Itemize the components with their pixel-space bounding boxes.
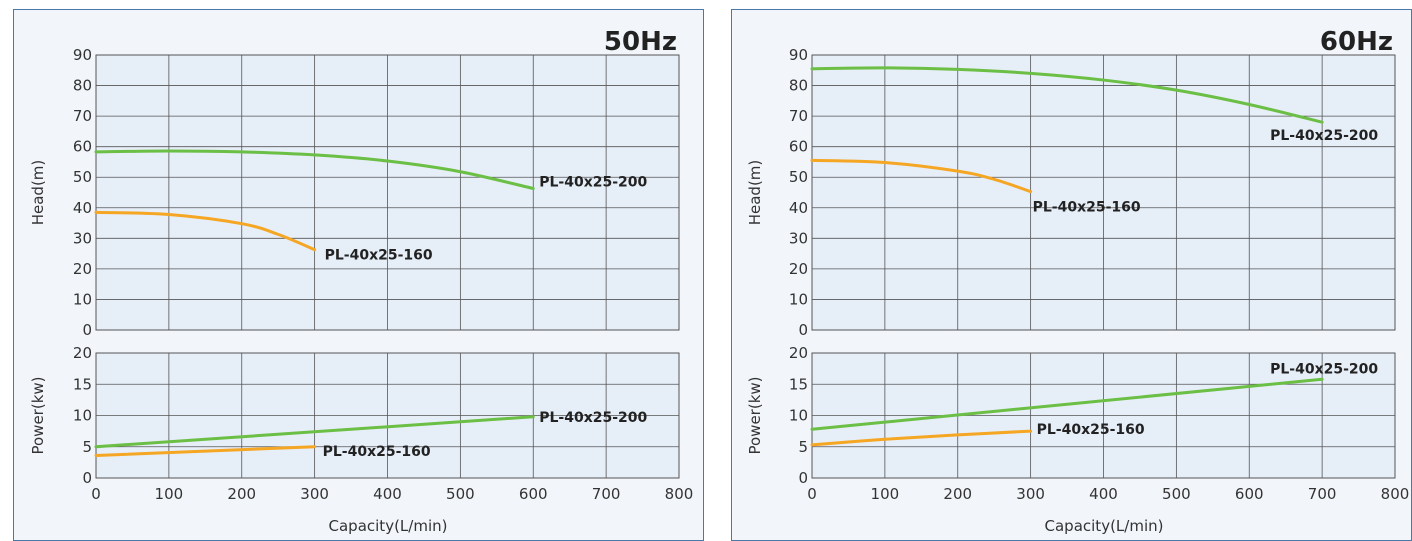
power-series-label: PL-40x25-160 [1037,422,1145,438]
x-tick-label: 400 [1089,485,1118,503]
head-y-tick-label: 30 [789,229,808,247]
power-y-tick-label: 10 [789,407,808,425]
head-y-axis-label: Head(m) [746,160,764,226]
x-tick-label: 500 [446,485,475,503]
power-y-tick-label: 0 [82,469,92,487]
head-series-label: PL-40x25-200 [539,175,647,191]
head-series-label: PL-40x25-160 [325,248,433,264]
power-series-line [94,415,535,449]
power-series-label: PL-40x25-200 [539,410,647,426]
head-y-tick-label: 70 [73,107,92,125]
head-y-tick-label: 60 [73,138,92,156]
x-tick-label: 800 [665,485,694,503]
power-y-tick-label: 5 [82,438,92,456]
x-tick-label: 0 [807,485,817,503]
power-y-tick-label: 15 [73,375,92,393]
head-y-tick-label: 80 [789,77,808,95]
head-series-label: PL-40x25-160 [1033,200,1141,216]
x-tick-label: 400 [373,485,402,503]
power-series-line [94,445,317,457]
x-tick-label: 600 [1235,485,1264,503]
head-y-tick-label: 0 [798,321,808,339]
power-y-tick-label: 0 [798,469,808,487]
power-y-tick-label: 5 [798,438,808,456]
x-tick-label: 700 [592,485,621,503]
head-y-tick-label: 50 [73,168,92,186]
x-tick-label: 800 [1381,485,1410,503]
x-tick-label: 200 [943,485,972,503]
head-y-tick-label: 0 [82,321,92,339]
power-y-tick-label: 15 [789,375,808,393]
head-y-tick-label: 40 [789,199,808,217]
head-series-line [94,210,317,252]
head-y-tick-label: 60 [789,138,808,156]
head-series-line [94,149,535,191]
head-y-tick-label: 20 [789,260,808,278]
x-tick-label: 0 [91,485,101,503]
power-y-tick-label: 20 [73,344,92,362]
x-tick-label: 500 [1162,485,1191,503]
head-y-tick-label: 20 [73,260,92,278]
head-y-axis-label: Head(m) [29,160,47,226]
x-tick-label: 600 [519,485,548,503]
head-y-tick-label: 90 [789,46,808,64]
x-tick-label: 100 [155,485,184,503]
power-series-line [810,377,1324,431]
head-y-tick-label: 10 [789,290,808,308]
x-tick-label: 200 [227,485,256,503]
x-axis-label: Capacity(L/min) [1045,517,1164,535]
x-axis-label: Capacity(L/min) [329,517,448,535]
chart-title: 60Hz [1320,27,1393,57]
x-tick-label: 100 [871,485,900,503]
power-y-axis-label: Power(kw) [746,376,764,454]
power-series-line [810,429,1033,447]
power-y-tick-label: 20 [789,344,808,362]
power-y-axis-label: Power(kw) [29,376,47,454]
head-series-line [810,158,1033,194]
head-y-tick-label: 10 [73,290,92,308]
x-tick-label: 700 [1308,485,1337,503]
head-y-tick-label: 30 [73,229,92,247]
power-series-label: PL-40x25-200 [1270,361,1378,377]
head-y-tick-label: 50 [789,168,808,186]
head-series-line [810,66,1324,124]
head-series-label: PL-40x25-200 [1270,128,1378,144]
head-y-tick-label: 40 [73,199,92,217]
x-tick-label: 300 [1016,485,1045,503]
power-y-tick-label: 10 [73,407,92,425]
head-y-tick-label: 70 [789,107,808,125]
power-series-label: PL-40x25-160 [323,444,431,460]
chart-title: 50Hz [604,27,677,57]
head-y-tick-label: 90 [73,46,92,64]
x-tick-label: 300 [300,485,329,503]
head-y-tick-label: 80 [73,77,92,95]
